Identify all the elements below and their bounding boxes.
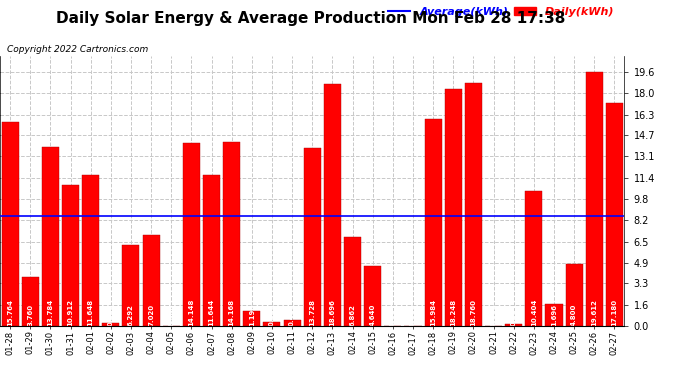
- Text: 19.612: 19.612: [591, 299, 598, 326]
- Text: 15.984: 15.984: [430, 298, 436, 326]
- Text: 14.168: 14.168: [228, 298, 235, 326]
- Bar: [505, 324, 522, 326]
- Bar: [284, 320, 301, 326]
- Bar: [82, 175, 99, 326]
- Bar: [264, 322, 281, 326]
- Text: → 8.459: → 8.459: [10, 173, 19, 213]
- Bar: [62, 184, 79, 326]
- Text: 18.696: 18.696: [329, 299, 335, 326]
- Bar: [42, 147, 59, 326]
- Text: Daily Solar Energy & Average Production Mon Feb 28 17:38: Daily Solar Energy & Average Production …: [56, 11, 565, 26]
- Bar: [324, 84, 341, 326]
- Bar: [606, 103, 623, 326]
- Bar: [566, 264, 582, 326]
- Bar: [183, 142, 200, 326]
- Bar: [444, 89, 462, 326]
- Bar: [102, 323, 119, 326]
- Bar: [203, 175, 220, 326]
- Text: 10.404: 10.404: [531, 298, 537, 326]
- Bar: [223, 142, 240, 326]
- Bar: [465, 83, 482, 326]
- Legend: Average(kWh), Daily(kWh): Average(kWh), Daily(kWh): [384, 2, 619, 21]
- Text: 15.764: 15.764: [7, 298, 13, 326]
- Text: 4.800: 4.800: [571, 303, 577, 326]
- Text: 3.760: 3.760: [27, 303, 33, 326]
- Bar: [304, 148, 321, 326]
- Bar: [586, 72, 603, 326]
- Text: 0.256: 0.256: [108, 304, 114, 326]
- Text: 14.148: 14.148: [188, 298, 195, 326]
- Text: 0.004: 0.004: [390, 303, 396, 326]
- Text: 0.000: 0.000: [410, 303, 416, 326]
- Bar: [143, 235, 159, 326]
- Text: 10.912: 10.912: [68, 298, 74, 326]
- Text: ← 8.459: ← 8.459: [614, 173, 623, 213]
- Text: 4.640: 4.640: [370, 303, 375, 326]
- Text: 0.204: 0.204: [511, 303, 517, 326]
- Text: 13.728: 13.728: [309, 298, 315, 326]
- Bar: [122, 244, 139, 326]
- Bar: [525, 191, 542, 326]
- Bar: [21, 278, 39, 326]
- Bar: [344, 237, 361, 326]
- Text: 0.480: 0.480: [289, 303, 295, 326]
- Text: 18.248: 18.248: [451, 298, 456, 326]
- Text: 13.784: 13.784: [48, 298, 53, 326]
- Text: 1.196: 1.196: [249, 303, 255, 326]
- Text: 0.000: 0.000: [491, 303, 497, 326]
- Text: 0.000: 0.000: [168, 303, 174, 326]
- Bar: [244, 311, 260, 326]
- Bar: [1, 122, 19, 326]
- Text: 18.760: 18.760: [471, 298, 476, 326]
- Text: 7.020: 7.020: [148, 303, 154, 326]
- Text: 1.696: 1.696: [551, 304, 557, 326]
- Bar: [424, 119, 442, 326]
- Text: 0.356: 0.356: [269, 304, 275, 326]
- Bar: [364, 266, 381, 326]
- Text: 6.292: 6.292: [128, 304, 134, 326]
- Text: 6.862: 6.862: [350, 304, 355, 326]
- Text: 17.180: 17.180: [611, 298, 618, 326]
- Text: Copyright 2022 Cartronics.com: Copyright 2022 Cartronics.com: [7, 45, 148, 54]
- Text: 11.648: 11.648: [88, 298, 94, 326]
- Text: 11.644: 11.644: [208, 298, 215, 326]
- Bar: [545, 304, 562, 326]
